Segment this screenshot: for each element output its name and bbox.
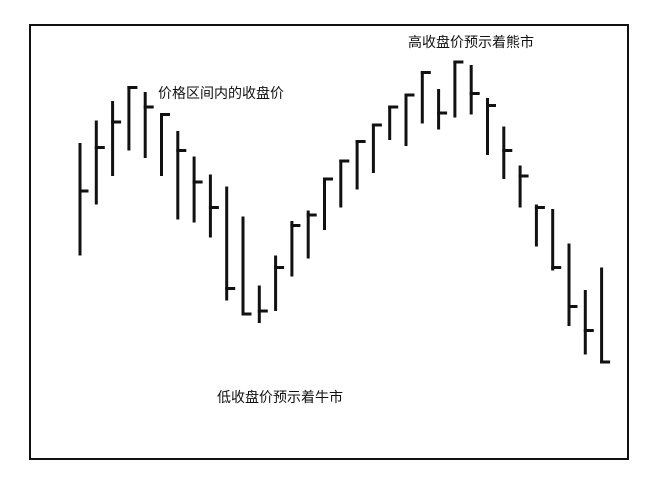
price-bar: [323, 177, 333, 230]
price-bar: [176, 131, 187, 220]
price-bar: [241, 216, 252, 316]
price-bar: [469, 65, 480, 115]
price-bar: [388, 105, 399, 140]
price-bar: [518, 165, 529, 208]
price-bar: [567, 243, 578, 326]
price-bar: [437, 89, 448, 130]
range-close-label: 价格区间内的收盘价: [158, 86, 284, 102]
price-bar: [274, 255, 285, 311]
price-bar: [600, 267, 611, 364]
price-bar: [225, 186, 236, 301]
price-bar: [290, 221, 301, 277]
price-bar: [257, 285, 268, 323]
price-bar: [306, 210, 317, 259]
price-bar: [208, 174, 219, 238]
price-bar: [371, 123, 382, 173]
price-bar: [339, 159, 350, 208]
price-bar: [583, 290, 594, 355]
high-close-label: 高收盘价预示着熊市: [408, 35, 534, 51]
price-bar: [551, 209, 562, 271]
chart-frame: [29, 24, 629, 460]
price-bar: [143, 92, 154, 158]
price-bar: [453, 60, 464, 118]
price-bar: [160, 113, 170, 176]
price-bar: [420, 71, 431, 124]
price-bar: [78, 143, 89, 256]
price-bar: [486, 98, 496, 155]
price-bar: [404, 93, 415, 146]
price-bar: [127, 86, 138, 151]
price-bar: [355, 140, 366, 190]
price-bar: [94, 120, 105, 205]
low-close-label: 低收盘价预示着牛市: [217, 390, 343, 406]
price-bar: [502, 126, 513, 179]
price-bar: [534, 204, 545, 247]
price-bar: [111, 101, 122, 176]
price-bar: [192, 156, 203, 223]
